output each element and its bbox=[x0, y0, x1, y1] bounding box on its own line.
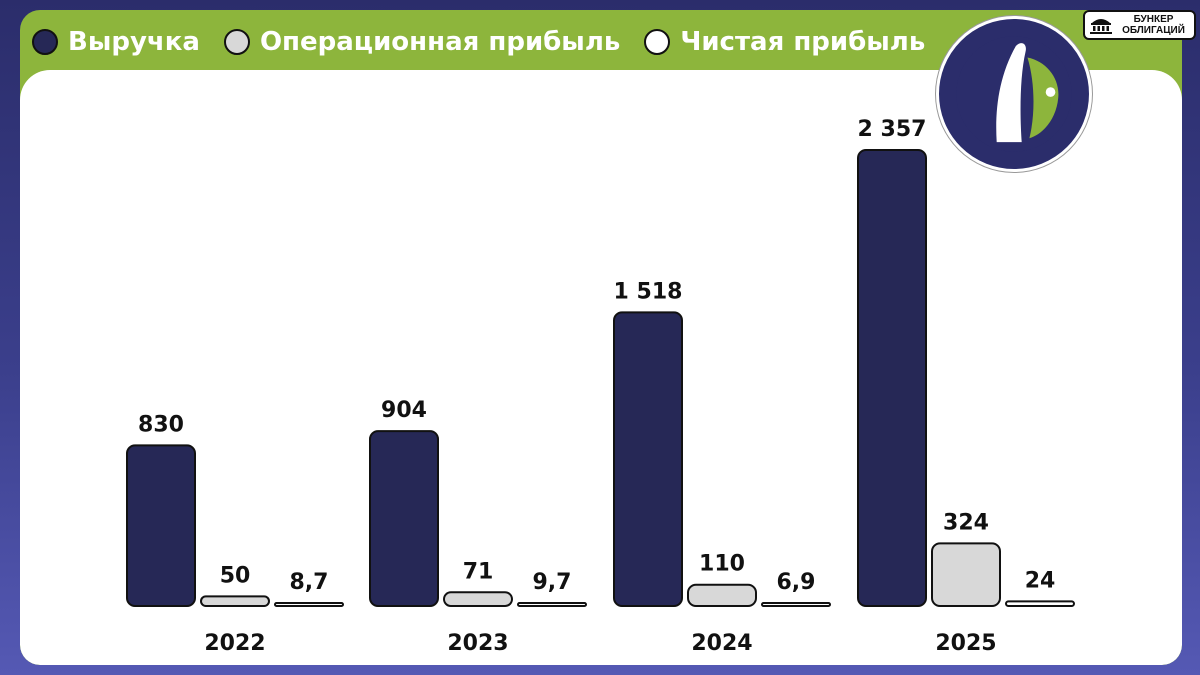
building-icon bbox=[1090, 19, 1112, 34]
legend-swatch-revenue bbox=[32, 29, 58, 55]
legend-swatch-net-profit bbox=[644, 29, 671, 55]
brand-name-line2: ОБЛИГАЦИЙ bbox=[1122, 25, 1185, 36]
data-label-revenue-2022: 830 bbox=[138, 412, 184, 437]
bar-operating-profit-2023 bbox=[443, 591, 513, 608]
legend: Выручка Операционная прибыль Чистая приб… bbox=[32, 22, 949, 62]
legend-item-operating-profit: Операционная прибыль bbox=[223, 27, 621, 57]
bar-net-profit-2024 bbox=[761, 602, 831, 607]
data-label-net-profit-2022: 8,7 bbox=[290, 570, 329, 595]
data-label-revenue-2024: 1 518 bbox=[614, 279, 683, 304]
legend-swatch-operating-profit bbox=[223, 29, 250, 55]
legend-item-net-profit: Чистая прибыль bbox=[644, 27, 925, 57]
data-label-revenue-2025: 2 357 bbox=[858, 117, 927, 142]
data-label-operating-profit-2025: 324 bbox=[943, 510, 989, 535]
bar-net-profit-2023 bbox=[517, 602, 587, 607]
legend-label-revenue: Выручка bbox=[68, 27, 200, 57]
bar-operating-profit-2022 bbox=[200, 595, 270, 607]
data-label-operating-profit-2024: 110 bbox=[699, 552, 745, 577]
bar-net-profit-2025 bbox=[1005, 600, 1075, 608]
category-label-2024: 2024 bbox=[691, 631, 752, 656]
bar-revenue-2023 bbox=[369, 430, 439, 608]
bar-operating-profit-2025 bbox=[931, 542, 1001, 608]
data-label-net-profit-2023: 9,7 bbox=[533, 570, 572, 595]
data-label-net-profit-2025: 24 bbox=[1025, 568, 1056, 593]
data-label-net-profit-2024: 6,9 bbox=[777, 570, 816, 595]
bar-revenue-2024 bbox=[613, 311, 683, 607]
legend-label-net-profit: Чистая прибыль bbox=[680, 27, 926, 57]
data-label-operating-profit-2023: 71 bbox=[463, 559, 494, 584]
bar-revenue-2022 bbox=[126, 444, 196, 608]
brand-badge: БУНКЕР ОБЛИГАЦИЙ bbox=[1083, 10, 1196, 40]
legend-label-operating-profit: Операционная прибыль bbox=[259, 27, 621, 57]
category-label-2023: 2023 bbox=[447, 631, 508, 656]
data-label-revenue-2023: 904 bbox=[381, 398, 427, 423]
legend-item-revenue: Выручка bbox=[32, 27, 200, 57]
company-logo-icon bbox=[936, 16, 1092, 172]
data-label-operating-profit-2022: 50 bbox=[220, 563, 251, 588]
bar-net-profit-2022 bbox=[274, 602, 344, 607]
category-label-2022: 2022 bbox=[204, 631, 265, 656]
bar-operating-profit-2024 bbox=[687, 583, 757, 607]
brand-name: БУНКЕР ОБЛИГАЦИЙ bbox=[1113, 14, 1194, 36]
category-label-2025: 2025 bbox=[935, 631, 996, 656]
brand-name-line1: БУНКЕР bbox=[1133, 14, 1174, 25]
bar-revenue-2025 bbox=[857, 149, 927, 607]
